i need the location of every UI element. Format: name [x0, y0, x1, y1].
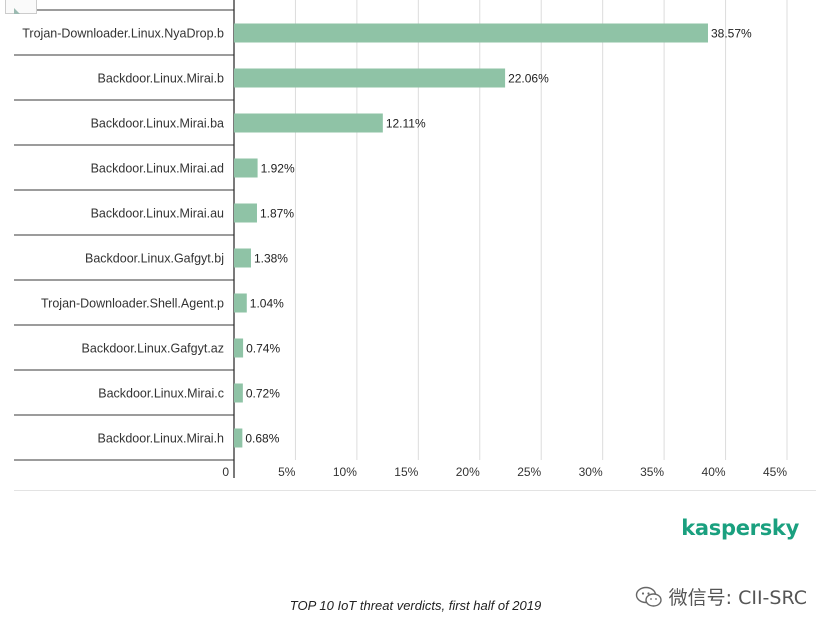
bar	[234, 428, 243, 448]
data-label: 1.04%	[250, 297, 284, 311]
data-label: 12.11%	[386, 117, 426, 131]
x-tick-label: 30%	[579, 465, 603, 479]
data-label: 1.38%	[254, 252, 288, 266]
brand-logo: kaspersky	[681, 516, 799, 540]
category-label: Trojan-Downloader.Linux.NyaDrop.b	[22, 27, 224, 41]
bar	[234, 203, 257, 223]
corner-tab[interactable]	[5, 0, 37, 14]
bar	[234, 338, 244, 358]
x-tick-label: 0	[222, 465, 229, 479]
x-tick-label: 40%	[702, 465, 726, 479]
watermark: 微信号: CII-SRC	[635, 583, 807, 610]
bar	[234, 383, 243, 403]
bar	[234, 113, 383, 133]
category-label: Backdoor.Linux.Mirai.b	[98, 72, 225, 86]
category-label: Backdoor.Linux.Gafgyt.bj	[85, 252, 224, 266]
bar	[234, 293, 247, 313]
category-label: Backdoor.Linux.Mirai.h	[98, 432, 225, 446]
wechat-icon	[635, 586, 662, 607]
x-tick-label: 45%	[763, 465, 787, 479]
x-tick-label: 10%	[333, 465, 357, 479]
category-label: Backdoor.Linux.Mirai.c	[98, 387, 224, 401]
x-tick-label: 15%	[394, 465, 418, 479]
bar	[234, 248, 251, 268]
category-label: Backdoor.Linux.Gafgyt.az	[82, 342, 224, 356]
x-tick-label: 20%	[456, 465, 480, 479]
chart-svg: Trojan-Downloader.Linux.NyaDrop.b 38.57% B…	[14, 0, 788, 479]
watermark-text: 微信号: CII-SRC	[668, 587, 807, 609]
category-label: Trojan-Downloader.Shell.Agent.p	[41, 297, 224, 311]
data-label: 0.74%	[246, 342, 280, 356]
data-label: 0.68%	[245, 432, 279, 446]
chart-caption: TOP 10 IoT threat verdicts, first half o…	[289, 598, 542, 613]
corner-triangle-icon	[14, 8, 20, 14]
x-tick-label: 25%	[517, 465, 541, 479]
data-label: 0.72%	[246, 387, 280, 401]
category-label: Backdoor.Linux.Mirai.ba	[91, 117, 224, 131]
divider	[14, 490, 816, 491]
x-tick-label: 5%	[278, 465, 296, 479]
data-label: 22.06%	[508, 72, 549, 86]
bar	[234, 158, 258, 178]
bar	[234, 23, 708, 43]
bar-chart: Trojan-Downloader.Linux.NyaDrop.b 38.57% B…	[14, 0, 788, 479]
data-label: 38.57%	[711, 27, 752, 41]
data-label: 1.92%	[261, 162, 295, 176]
bar	[234, 68, 506, 88]
category-label: Backdoor.Linux.Mirai.ad	[91, 162, 224, 176]
data-label: 1.87%	[260, 207, 294, 221]
x-tick-label: 35%	[640, 465, 664, 479]
category-label: Backdoor.Linux.Mirai.au	[91, 207, 224, 221]
